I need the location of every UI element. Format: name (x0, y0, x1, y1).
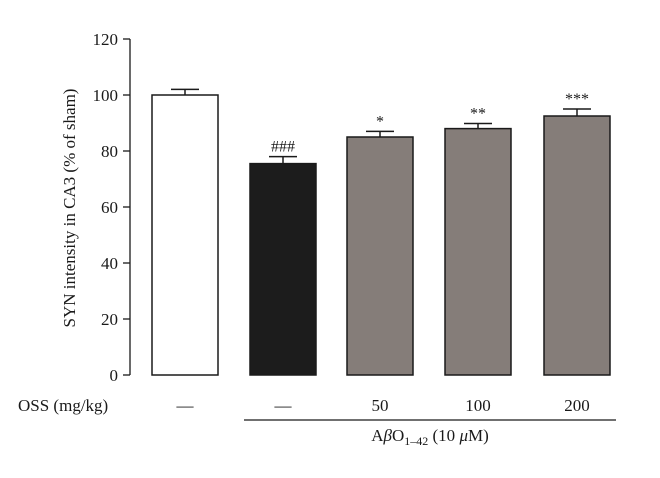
bar (346, 136, 414, 376)
bar (151, 94, 219, 376)
significance-marker: ** (470, 106, 486, 123)
bar (249, 162, 317, 376)
significance-marker: *** (565, 91, 589, 108)
category-label: 50 (372, 396, 389, 415)
y-axis-label: SYN intensity in CA3 (% of sham) (60, 89, 79, 328)
y-tick-label: 0 (110, 366, 119, 385)
significance-marker: * (376, 113, 384, 130)
bar (444, 127, 512, 376)
category-label: — (274, 396, 293, 415)
category-label: 100 (465, 396, 491, 415)
bar (543, 115, 611, 376)
abeta-group-label: AβO1–42 (10 μM) (371, 426, 489, 448)
category-label: 200 (564, 396, 590, 415)
y-tick-label: 20 (101, 310, 118, 329)
y-tick-label: 100 (93, 86, 119, 105)
category-label: — (176, 396, 195, 415)
significance-marker: ### (271, 139, 295, 156)
y-tick-label: 120 (93, 30, 119, 49)
y-tick-label: 40 (101, 254, 118, 273)
labels-layer: 0 20 40 60 80 100 120 — ### — * 50 ** 100 *** 200 (93, 30, 590, 415)
y-tick-label: 80 (101, 142, 118, 161)
oss-row-label: OSS (mg/kg) (18, 396, 108, 415)
bars-layer (151, 94, 611, 376)
y-tick-label: 60 (101, 198, 118, 217)
error-bars-layer (171, 88, 591, 164)
y-axis (123, 38, 131, 376)
